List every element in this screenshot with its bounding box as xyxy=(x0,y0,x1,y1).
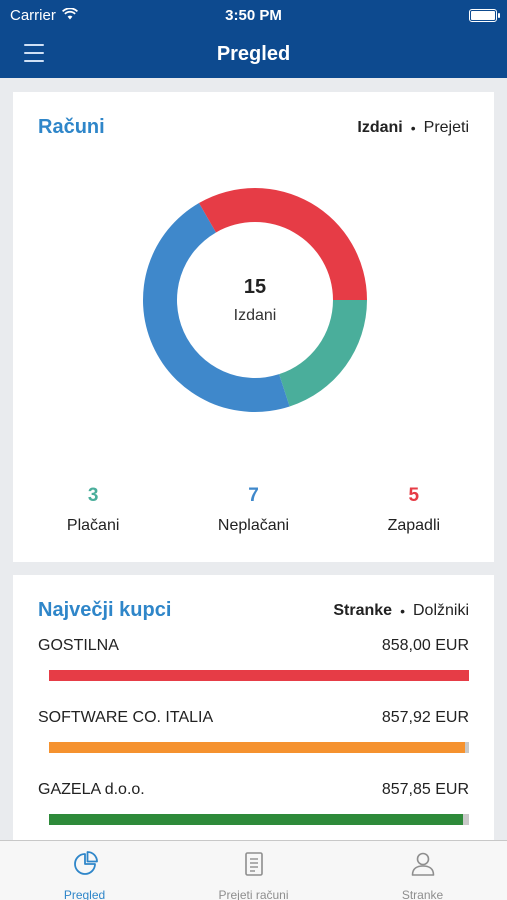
stat-unpaid-value: 7 xyxy=(248,485,259,506)
customer-name: GAZELA d.o.o. xyxy=(38,781,145,798)
top-customers-card: Največji kupci Stranke • Dolžniki GOSTIL… xyxy=(13,575,494,845)
document-icon xyxy=(241,851,267,882)
customer-list: GOSTILNA 858,00 EUR SOFTWARE CO. ITALIA … xyxy=(38,637,469,845)
donut-count: 15 xyxy=(243,275,267,298)
invoices-stats: 3 Plačani 7 Neplačani 5 Zapadli xyxy=(13,485,494,535)
wifi-icon xyxy=(61,7,78,24)
customer-name: SOFTWARE CO. ITALIA xyxy=(38,709,214,726)
customer-amount: 857,92 EUR xyxy=(381,709,469,726)
page-title: Pregled xyxy=(216,42,291,65)
stat-overdue-label: Zapadli xyxy=(387,517,441,534)
donut-segment-unpaid[interactable] xyxy=(143,203,290,412)
stat-unpaid[interactable]: 7 Neplačani xyxy=(173,485,333,535)
stat-paid-value: 3 xyxy=(87,485,99,506)
customer-bar xyxy=(49,742,465,753)
hamburger-icon[interactable] xyxy=(24,44,44,62)
stat-paid[interactable]: 3 Plačani xyxy=(13,485,173,535)
customer-bar-track xyxy=(49,670,469,681)
status-bar: Carrier 3:50 PM xyxy=(0,0,507,30)
donut-label: Izdani xyxy=(233,306,277,324)
invoices-header: Računi Izdani • Prejeti xyxy=(38,116,469,139)
invoices-title: Računi xyxy=(38,116,105,138)
carrier-label: Carrier xyxy=(10,6,56,24)
toggle-separator: • xyxy=(410,119,416,136)
list-item[interactable]: SOFTWARE CO. ITALIA 857,92 EUR xyxy=(38,709,469,753)
customers-toggle: Stranke • Dolžniki xyxy=(333,602,469,620)
person-icon xyxy=(410,851,436,882)
customer-amount: 858,00 EUR xyxy=(381,637,469,654)
invoices-donut-chart[interactable]: 15 Izdani xyxy=(141,186,369,414)
donut-segment-paid[interactable] xyxy=(279,300,367,407)
battery-fill xyxy=(471,10,495,20)
nav-bar: Pregled xyxy=(0,30,507,78)
list-item[interactable]: GAZELA d.o.o. 857,85 EUR xyxy=(38,781,469,825)
tab-customers[interactable]: Stranke xyxy=(338,841,507,900)
battery-icon xyxy=(469,8,500,22)
customer-bar xyxy=(49,814,463,825)
customers-header: Največji kupci Stranke • Dolžniki xyxy=(38,599,469,622)
list-item[interactable]: GOSTILNA 858,00 EUR xyxy=(38,637,469,681)
toggle-debtors[interactable]: Dolžniki xyxy=(412,601,469,619)
customer-bar-track xyxy=(49,742,469,753)
customers-title: Največji kupci xyxy=(38,599,172,621)
pie-chart-icon xyxy=(72,851,98,882)
toggle-received[interactable]: Prejeti xyxy=(423,118,469,136)
invoices-toggle: Izdani • Prejeti xyxy=(357,119,469,137)
tab-overview-label: Pregled xyxy=(63,888,106,900)
donut-segment-overdue[interactable] xyxy=(199,188,367,300)
toggle-customers[interactable]: Stranke xyxy=(333,601,393,619)
customer-name: GOSTILNA xyxy=(38,637,119,654)
stat-paid-label: Plačani xyxy=(66,517,120,534)
tab-overview[interactable]: Pregled xyxy=(0,841,169,900)
toggle-issued[interactable]: Izdani xyxy=(357,118,403,136)
customer-bar xyxy=(49,670,469,681)
stat-overdue-value: 5 xyxy=(408,485,420,506)
customer-amount: 857,85 EUR xyxy=(381,781,469,798)
donut-center: 15 Izdani xyxy=(141,186,369,414)
stat-overdue[interactable]: 5 Zapadli xyxy=(334,485,494,535)
tab-bar: Pregled Prejeti računi Stranke xyxy=(0,840,507,900)
tab-received-invoices-label: Prejeti računi xyxy=(218,888,289,900)
stat-unpaid-label: Neplačani xyxy=(217,517,290,534)
tab-customers-label: Stranke xyxy=(401,888,444,900)
status-left: Carrier xyxy=(10,7,78,24)
tab-received-invoices[interactable]: Prejeti računi xyxy=(169,841,338,900)
customer-bar-track xyxy=(49,814,469,825)
invoices-card: Računi Izdani • Prejeti 15 Izdani 3 Plač… xyxy=(13,92,494,562)
toggle-separator: • xyxy=(400,602,405,619)
